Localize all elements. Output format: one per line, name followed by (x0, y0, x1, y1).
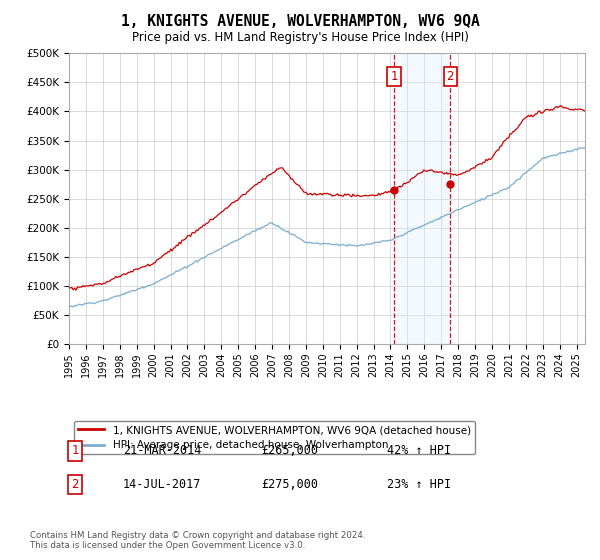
Text: 2: 2 (71, 478, 79, 491)
Text: £275,000: £275,000 (261, 478, 318, 491)
Text: £265,000: £265,000 (261, 444, 318, 458)
Bar (394, 53, 451, 344)
Text: 42% ↑ HPI: 42% ↑ HPI (387, 444, 451, 458)
Text: 14-JUL-2017: 14-JUL-2017 (123, 478, 202, 491)
Text: 1, KNIGHTS AVENUE, WOLVERHAMPTON, WV6 9QA: 1, KNIGHTS AVENUE, WOLVERHAMPTON, WV6 9Q… (121, 14, 479, 29)
Text: 21-MAR-2014: 21-MAR-2014 (123, 444, 202, 458)
Text: 1: 1 (71, 444, 79, 458)
Text: Price paid vs. HM Land Registry's House Price Index (HPI): Price paid vs. HM Land Registry's House … (131, 31, 469, 44)
Text: Contains HM Land Registry data © Crown copyright and database right 2024.
This d: Contains HM Land Registry data © Crown c… (30, 530, 365, 550)
Text: 2: 2 (446, 70, 454, 83)
Text: 1: 1 (391, 70, 398, 83)
Text: 23% ↑ HPI: 23% ↑ HPI (387, 478, 451, 491)
Legend: 1, KNIGHTS AVENUE, WOLVERHAMPTON, WV6 9QA (detached house), HPI: Average price, : 1, KNIGHTS AVENUE, WOLVERHAMPTON, WV6 9Q… (74, 421, 475, 455)
